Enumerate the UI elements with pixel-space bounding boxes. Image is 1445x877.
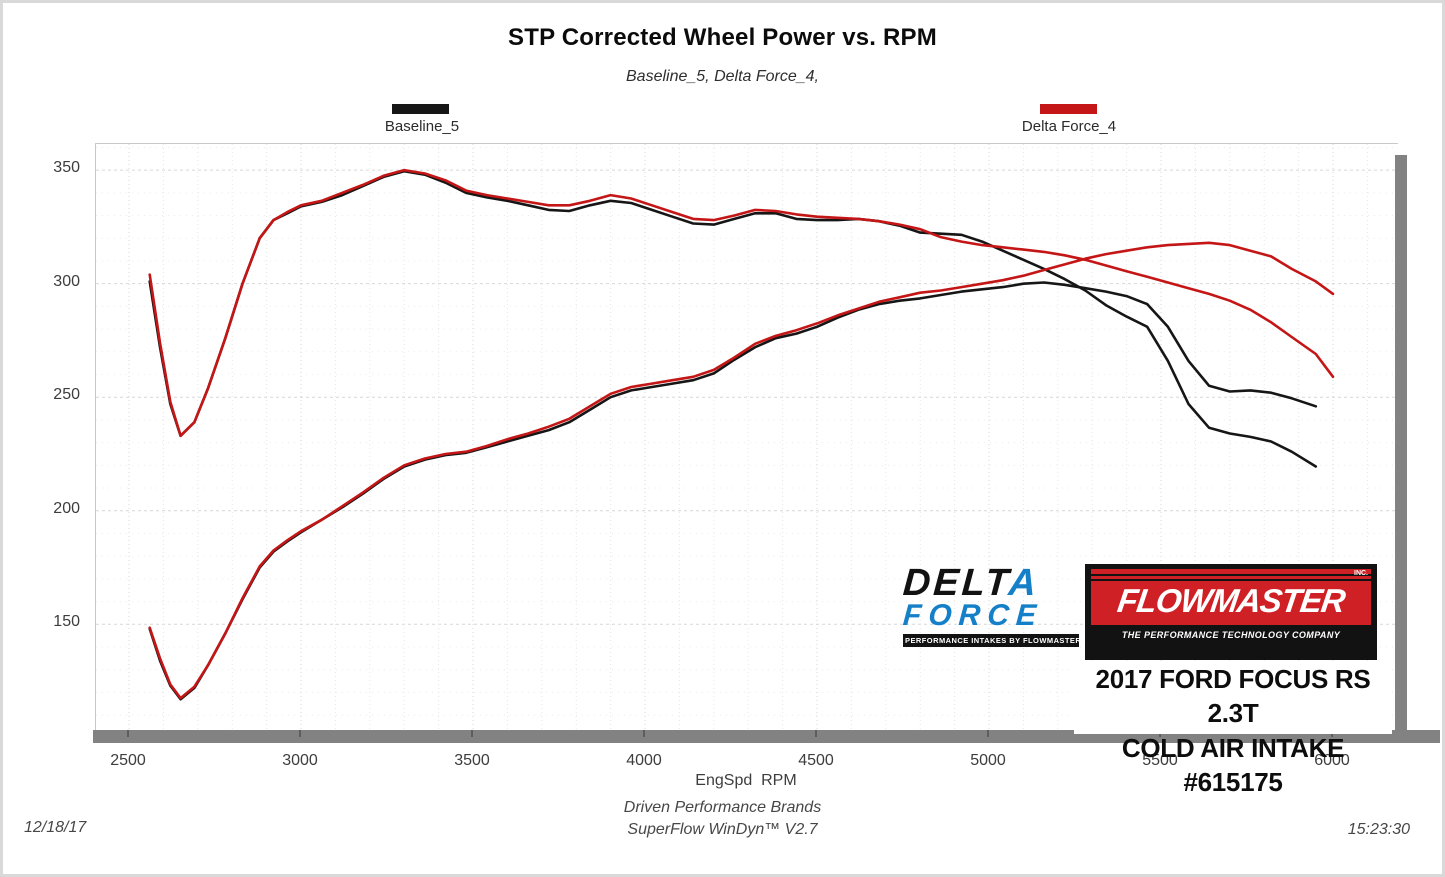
- vehicle-info-box: 2017 FORD FOCUS RS 2.3T COLD AIR INTAKE …: [1074, 662, 1392, 797]
- x-axis-title: EngSpd RPM: [695, 772, 797, 789]
- x-tick-label-5500: 5500: [1142, 752, 1178, 769]
- x-tick-label-5000: 5000: [970, 752, 1006, 769]
- y-tick-label-250: 250: [53, 386, 80, 404]
- vehicle-line2: COLD AIR INTAKE #615175: [1121, 732, 1345, 797]
- chart-canvas: [96, 144, 1398, 731]
- x-axis-bar-tick-2500: [127, 730, 130, 737]
- x-tick-label-4500: 4500: [798, 752, 834, 769]
- y-tick-label-200: 200: [53, 499, 80, 517]
- flowmaster-inc-label: INC.: [1354, 570, 1368, 577]
- y-tick-label-150: 150: [53, 613, 80, 631]
- page-subtitle: Baseline_5, Delta Force_4,: [626, 68, 819, 85]
- x-tick-label-4000: 4000: [626, 752, 662, 769]
- legend-baseline: [392, 104, 449, 114]
- force-wordmark: FORCE: [901, 598, 1045, 632]
- plot-area: [95, 143, 1398, 731]
- delta-word-black: DELT: [901, 562, 1011, 604]
- x-tick-label-3000: 3000: [282, 752, 318, 769]
- delta-force-legend-swatch: [1040, 104, 1097, 114]
- flowmaster-tagline: THE PERFORMANCE TECHNOLOGY COMPANY: [1121, 630, 1341, 640]
- flowmaster-logo: FLOWMASTER INC. THE PERFORMANCE TECHNOLO…: [1085, 564, 1377, 660]
- x-tick-label-3500: 3500: [454, 752, 490, 769]
- delta-force-tagline: PERFORMANCE INTAKES BY FLOWMASTER: [903, 633, 1082, 647]
- x-axis-bar-tick-4500: [815, 730, 817, 737]
- footer-time: 15:23:30: [1347, 821, 1410, 838]
- baseline-legend-swatch: [392, 104, 449, 114]
- x-axis-bar-tick-3000: [299, 730, 302, 737]
- delta-force-legend-label: Delta Force_4: [1021, 118, 1117, 135]
- delta-force_4-torque-curve: [148, 168, 1335, 438]
- footer-brand-line1: Driven Performance Brands: [623, 799, 822, 816]
- vehicle-line1: 2017 FORD FOCUS RS 2.3T: [1095, 664, 1371, 729]
- delta-word-blue-a: A: [1007, 562, 1041, 604]
- baseline-legend-label: Baseline_5: [384, 118, 460, 135]
- x-axis-bar-tick-4000: [643, 730, 645, 737]
- delta-force_4-power-curve: [148, 241, 1335, 700]
- page-title: STP Corrected Wheel Power vs. RPM: [508, 24, 937, 51]
- y-tick-label-300: 300: [53, 272, 80, 290]
- x-tick-label-6000: 6000: [1314, 752, 1350, 769]
- delta-force-logo: DELTA FORCE PERFORMANCE INTAKES BY FLOWM…: [901, 562, 1082, 647]
- footer-date: 12/18/17: [24, 819, 87, 836]
- x-tick-label-2500: 2500: [110, 752, 146, 769]
- flowmaster-wordmark: FLOWMASTER: [1115, 582, 1347, 619]
- delta-force-wordmark: DELTA: [902, 562, 1080, 604]
- y-tick-label-350: 350: [53, 159, 80, 177]
- flowmaster-red-band: FLOWMASTER INC.: [1091, 569, 1371, 625]
- x-axis-bar-tick-5000: [986, 730, 989, 737]
- legend-delta-force: [1040, 104, 1097, 114]
- footer-brand-line2: SuperFlow WinDyn™ V2.7: [627, 821, 818, 838]
- y-axis-bar-right: [1395, 155, 1407, 743]
- x-axis-bar-tick-3500: [471, 730, 473, 737]
